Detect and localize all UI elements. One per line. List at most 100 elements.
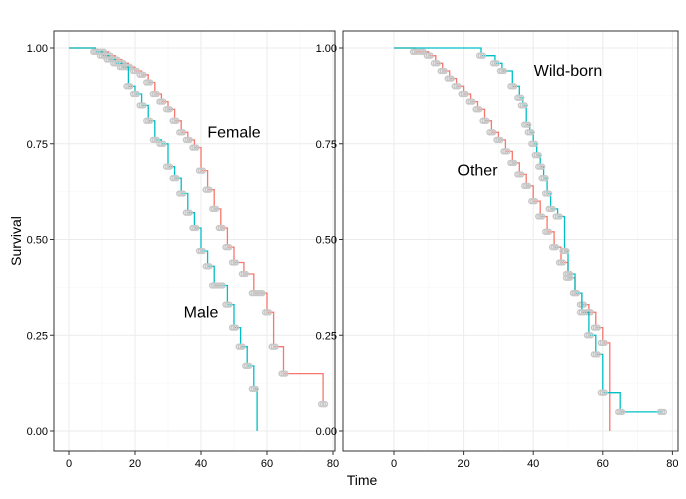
censor-mark bbox=[199, 247, 207, 255]
censor-mark bbox=[193, 144, 200, 151]
censor-mark bbox=[166, 106, 174, 113]
censor-mark bbox=[594, 324, 601, 331]
censor-mark bbox=[147, 79, 154, 86]
censor-mark bbox=[542, 175, 549, 182]
censor-mark bbox=[133, 90, 141, 98]
censor-mark bbox=[180, 190, 187, 197]
censor-mark bbox=[573, 289, 581, 297]
censor-mark bbox=[532, 198, 539, 205]
censor-mark bbox=[239, 343, 246, 350]
censor-mark bbox=[545, 228, 553, 235]
censor-mark bbox=[219, 282, 226, 289]
censor-mark bbox=[180, 129, 187, 136]
x-tick-label: 60 bbox=[597, 458, 609, 470]
censor-mark bbox=[490, 129, 497, 136]
censor-mark bbox=[272, 343, 279, 350]
censor-mark bbox=[594, 351, 601, 358]
annotation-label: Wild-born bbox=[534, 63, 602, 80]
censor-mark bbox=[580, 309, 588, 316]
censor-mark bbox=[566, 270, 574, 278]
censor-mark bbox=[206, 263, 213, 270]
annotation-label: Male bbox=[184, 304, 219, 321]
y-tick-label: 0.25 bbox=[27, 330, 48, 342]
censor-mark bbox=[556, 213, 563, 220]
censor-mark bbox=[140, 71, 147, 78]
censor-mark bbox=[213, 205, 220, 213]
x-axis-title: Time bbox=[347, 472, 378, 488]
censor-mark bbox=[455, 83, 462, 90]
x-tick-label: 20 bbox=[457, 458, 469, 470]
censor-mark bbox=[173, 117, 180, 124]
censor-mark bbox=[539, 163, 546, 170]
censor-mark bbox=[525, 182, 532, 190]
x-tick-label: 80 bbox=[666, 458, 678, 470]
y-tick-label: 0.75 bbox=[27, 139, 48, 151]
censor-mark bbox=[265, 309, 273, 316]
censor-mark bbox=[160, 98, 167, 105]
censor-mark bbox=[173, 175, 180, 182]
censor-mark bbox=[532, 140, 539, 147]
censor-mark bbox=[528, 129, 535, 136]
y-axis-title: Survival bbox=[8, 216, 24, 266]
censor-mark bbox=[511, 83, 518, 90]
censor-mark bbox=[219, 224, 226, 232]
censor-mark bbox=[282, 370, 289, 377]
censor-mark bbox=[518, 94, 525, 101]
censor-mark bbox=[493, 60, 501, 67]
censor-mark bbox=[535, 152, 542, 159]
x-tick-label: 80 bbox=[327, 458, 339, 470]
censor-mark bbox=[127, 83, 134, 90]
censor-mark bbox=[321, 401, 329, 408]
censor-mark bbox=[500, 67, 508, 75]
censor-mark bbox=[120, 64, 127, 71]
censor-mark bbox=[518, 171, 525, 178]
y-tick-label: 0.75 bbox=[316, 139, 337, 151]
censor-mark bbox=[186, 136, 193, 144]
censor-mark bbox=[434, 60, 441, 67]
censor-mark bbox=[601, 389, 608, 396]
censor-mark bbox=[193, 224, 200, 232]
censor-mark bbox=[160, 140, 167, 147]
censor-mark bbox=[511, 159, 518, 167]
censor-mark bbox=[140, 102, 147, 109]
censor-mark bbox=[559, 259, 567, 266]
censor-mark bbox=[552, 244, 560, 251]
censor-mark bbox=[448, 75, 455, 82]
censor-mark bbox=[232, 324, 240, 331]
censor-mark bbox=[206, 186, 213, 193]
y-tick-label: 0.00 bbox=[27, 426, 48, 438]
censor-mark bbox=[462, 90, 469, 98]
series-wild-born bbox=[394, 47, 668, 416]
panel-background bbox=[343, 31, 678, 451]
censor-mark bbox=[521, 102, 528, 109]
censor-mark bbox=[601, 339, 608, 347]
survival-curve bbox=[69, 47, 258, 431]
x-tick-label: 60 bbox=[261, 458, 273, 470]
censor-mark bbox=[549, 205, 556, 213]
series-male bbox=[69, 47, 259, 431]
series-other bbox=[394, 47, 611, 431]
censor-mark bbox=[619, 408, 626, 416]
panel-border bbox=[342, 30, 679, 452]
y-tick-label: 1.00 bbox=[316, 43, 337, 55]
censor-mark bbox=[539, 213, 546, 220]
censor-mark bbox=[476, 106, 483, 113]
y-tick-label: 0.25 bbox=[316, 330, 337, 342]
censor-mark bbox=[563, 247, 570, 255]
censor-mark bbox=[497, 136, 504, 144]
censor-mark bbox=[252, 385, 259, 393]
censor-mark bbox=[587, 332, 595, 339]
censor-mark bbox=[427, 52, 434, 59]
censor-mark bbox=[479, 52, 487, 59]
censor-mark bbox=[660, 408, 668, 416]
y-tick-label: 0.00 bbox=[316, 426, 337, 438]
censor-mark bbox=[186, 209, 193, 216]
censor-mark bbox=[232, 259, 240, 266]
y-tick-label: 0.50 bbox=[27, 235, 48, 247]
censor-mark bbox=[259, 289, 266, 297]
censor-mark bbox=[420, 48, 427, 55]
annotation-label: Female bbox=[207, 124, 260, 141]
x-tick-label: 0 bbox=[391, 458, 397, 470]
